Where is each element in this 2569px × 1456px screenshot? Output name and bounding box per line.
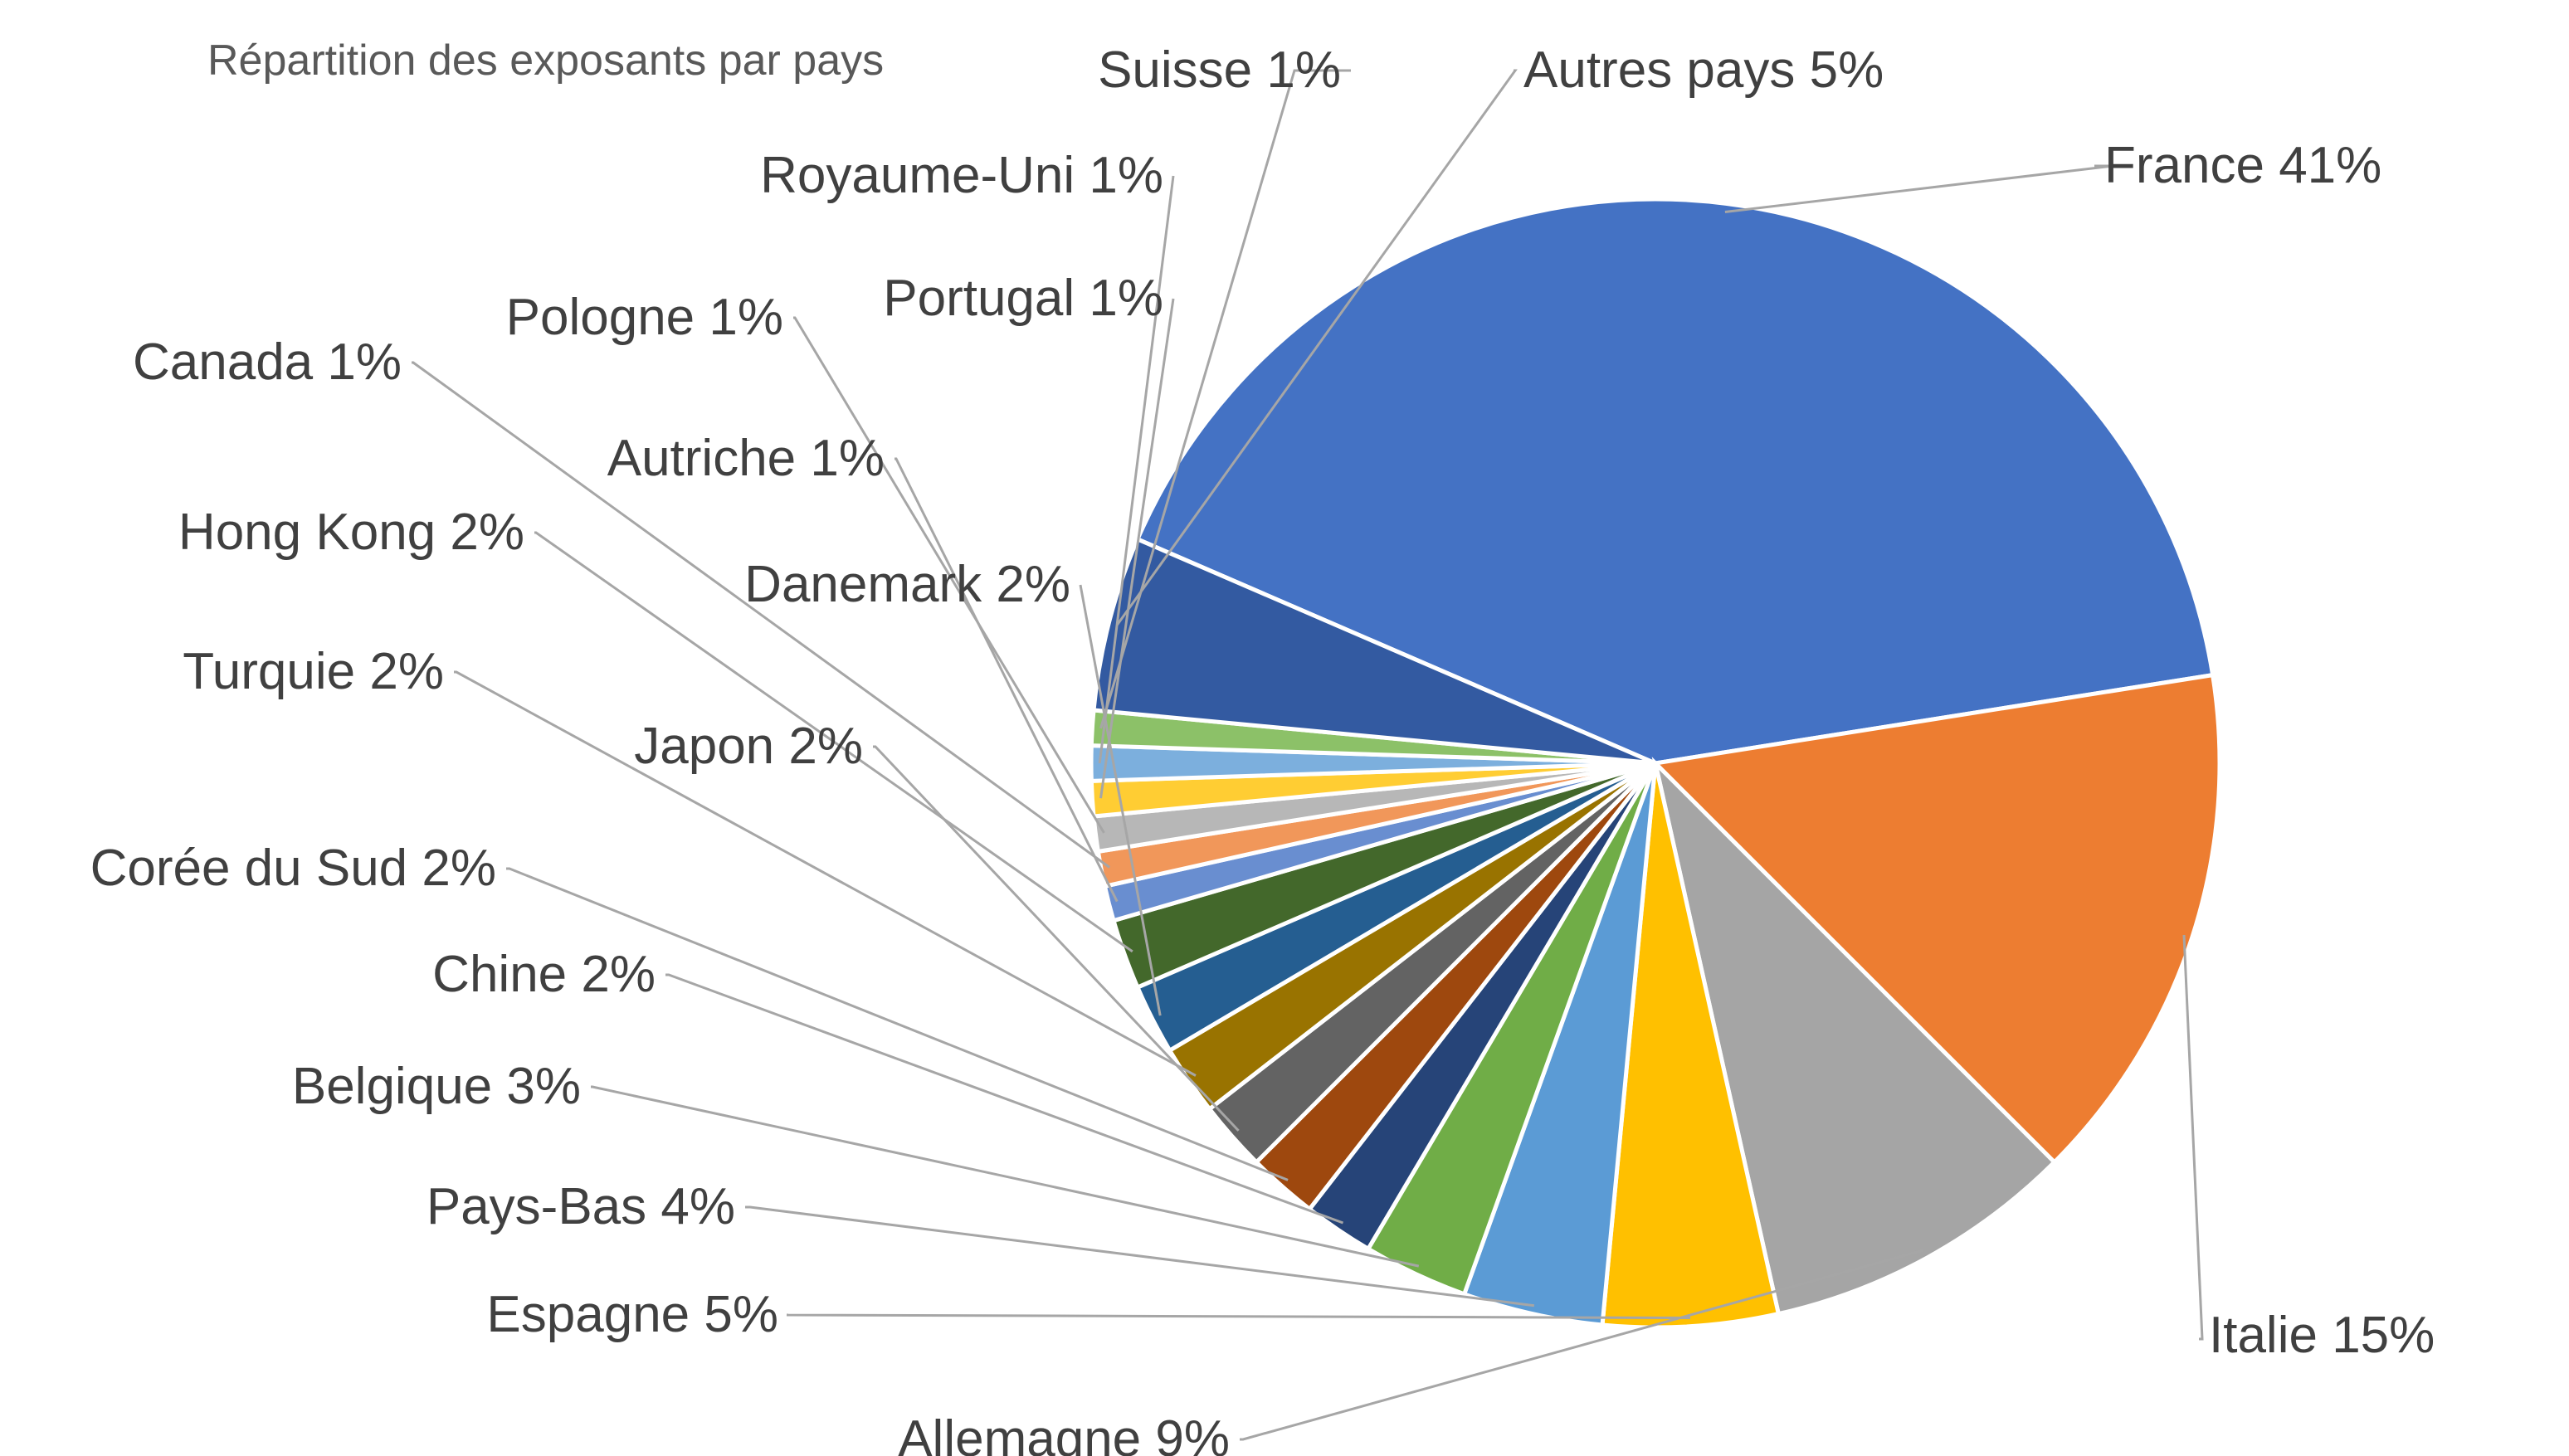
leader-line: [895, 457, 1119, 903]
data-label: France 41%: [2104, 137, 2381, 194]
data-label: Allemagne 9%: [898, 1410, 1230, 1456]
leader-line: [1240, 1249, 1924, 1441]
leader-line: [1724, 164, 2113, 213]
pie-slice-allemagne: [1651, 757, 2058, 1317]
data-label: Hong Kong 2%: [178, 504, 524, 561]
data-label: Canada 1%: [133, 334, 402, 391]
leader-line: [873, 745, 1240, 1132]
data-label: Japon 2%: [634, 718, 863, 775]
leader-line: [412, 361, 1110, 869]
leader-line: [786, 1313, 1691, 1319]
data-label: Corée du Sud 2%: [90, 840, 496, 897]
pie-slice-france: [1134, 197, 2216, 766]
pie-slice-espagne: [1600, 762, 1782, 1330]
slice-labels: France 41% Italie 15% Allemagne 9% Espagne …: [90, 41, 2435, 1456]
leader-line: [1079, 584, 1162, 1016]
data-label: Autres pays 5%: [1523, 41, 1884, 99]
leader-line: [2182, 934, 2204, 1341]
data-label: Turquie 2%: [183, 643, 444, 700]
chart-title: Répartition des exposants par pays: [207, 37, 884, 85]
leader-line: [1098, 175, 1175, 764]
leader-lines: [412, 69, 2204, 1441]
leader-line: [1099, 298, 1175, 799]
leader-line: [454, 670, 1197, 1077]
data-label: Portugal 1%: [883, 270, 1163, 327]
leader-line: [793, 316, 1105, 834]
leader-line: [745, 1205, 1535, 1307]
leader-line: [1115, 69, 1518, 626]
data-label: Autriche 1%: [607, 430, 885, 487]
pie-slice-italie: [1650, 672, 2222, 1166]
data-label: Suisse 1%: [1098, 41, 1341, 99]
data-label: Pays-Bas 4%: [427, 1178, 735, 1235]
leader-line: [591, 1085, 1420, 1268]
leader-line: [1099, 69, 1351, 729]
data-label: Chine 2%: [432, 946, 656, 1003]
leader-line: [506, 867, 1289, 1181]
data-label: Italie 15%: [2209, 1307, 2435, 1364]
data-label: Espagne 5%: [486, 1286, 778, 1343]
pie-slice-autres-pays: [1091, 536, 1656, 766]
data-label: Royaume-Uni 1%: [760, 147, 1163, 204]
data-label: Pologne 1%: [506, 289, 783, 346]
data-label: Danemark 2%: [744, 556, 1070, 613]
leader-line: [534, 531, 1133, 953]
leader-line: [665, 973, 1344, 1225]
data-label: Belgique 3%: [292, 1058, 581, 1115]
pie-slices: [1089, 197, 2222, 1330]
